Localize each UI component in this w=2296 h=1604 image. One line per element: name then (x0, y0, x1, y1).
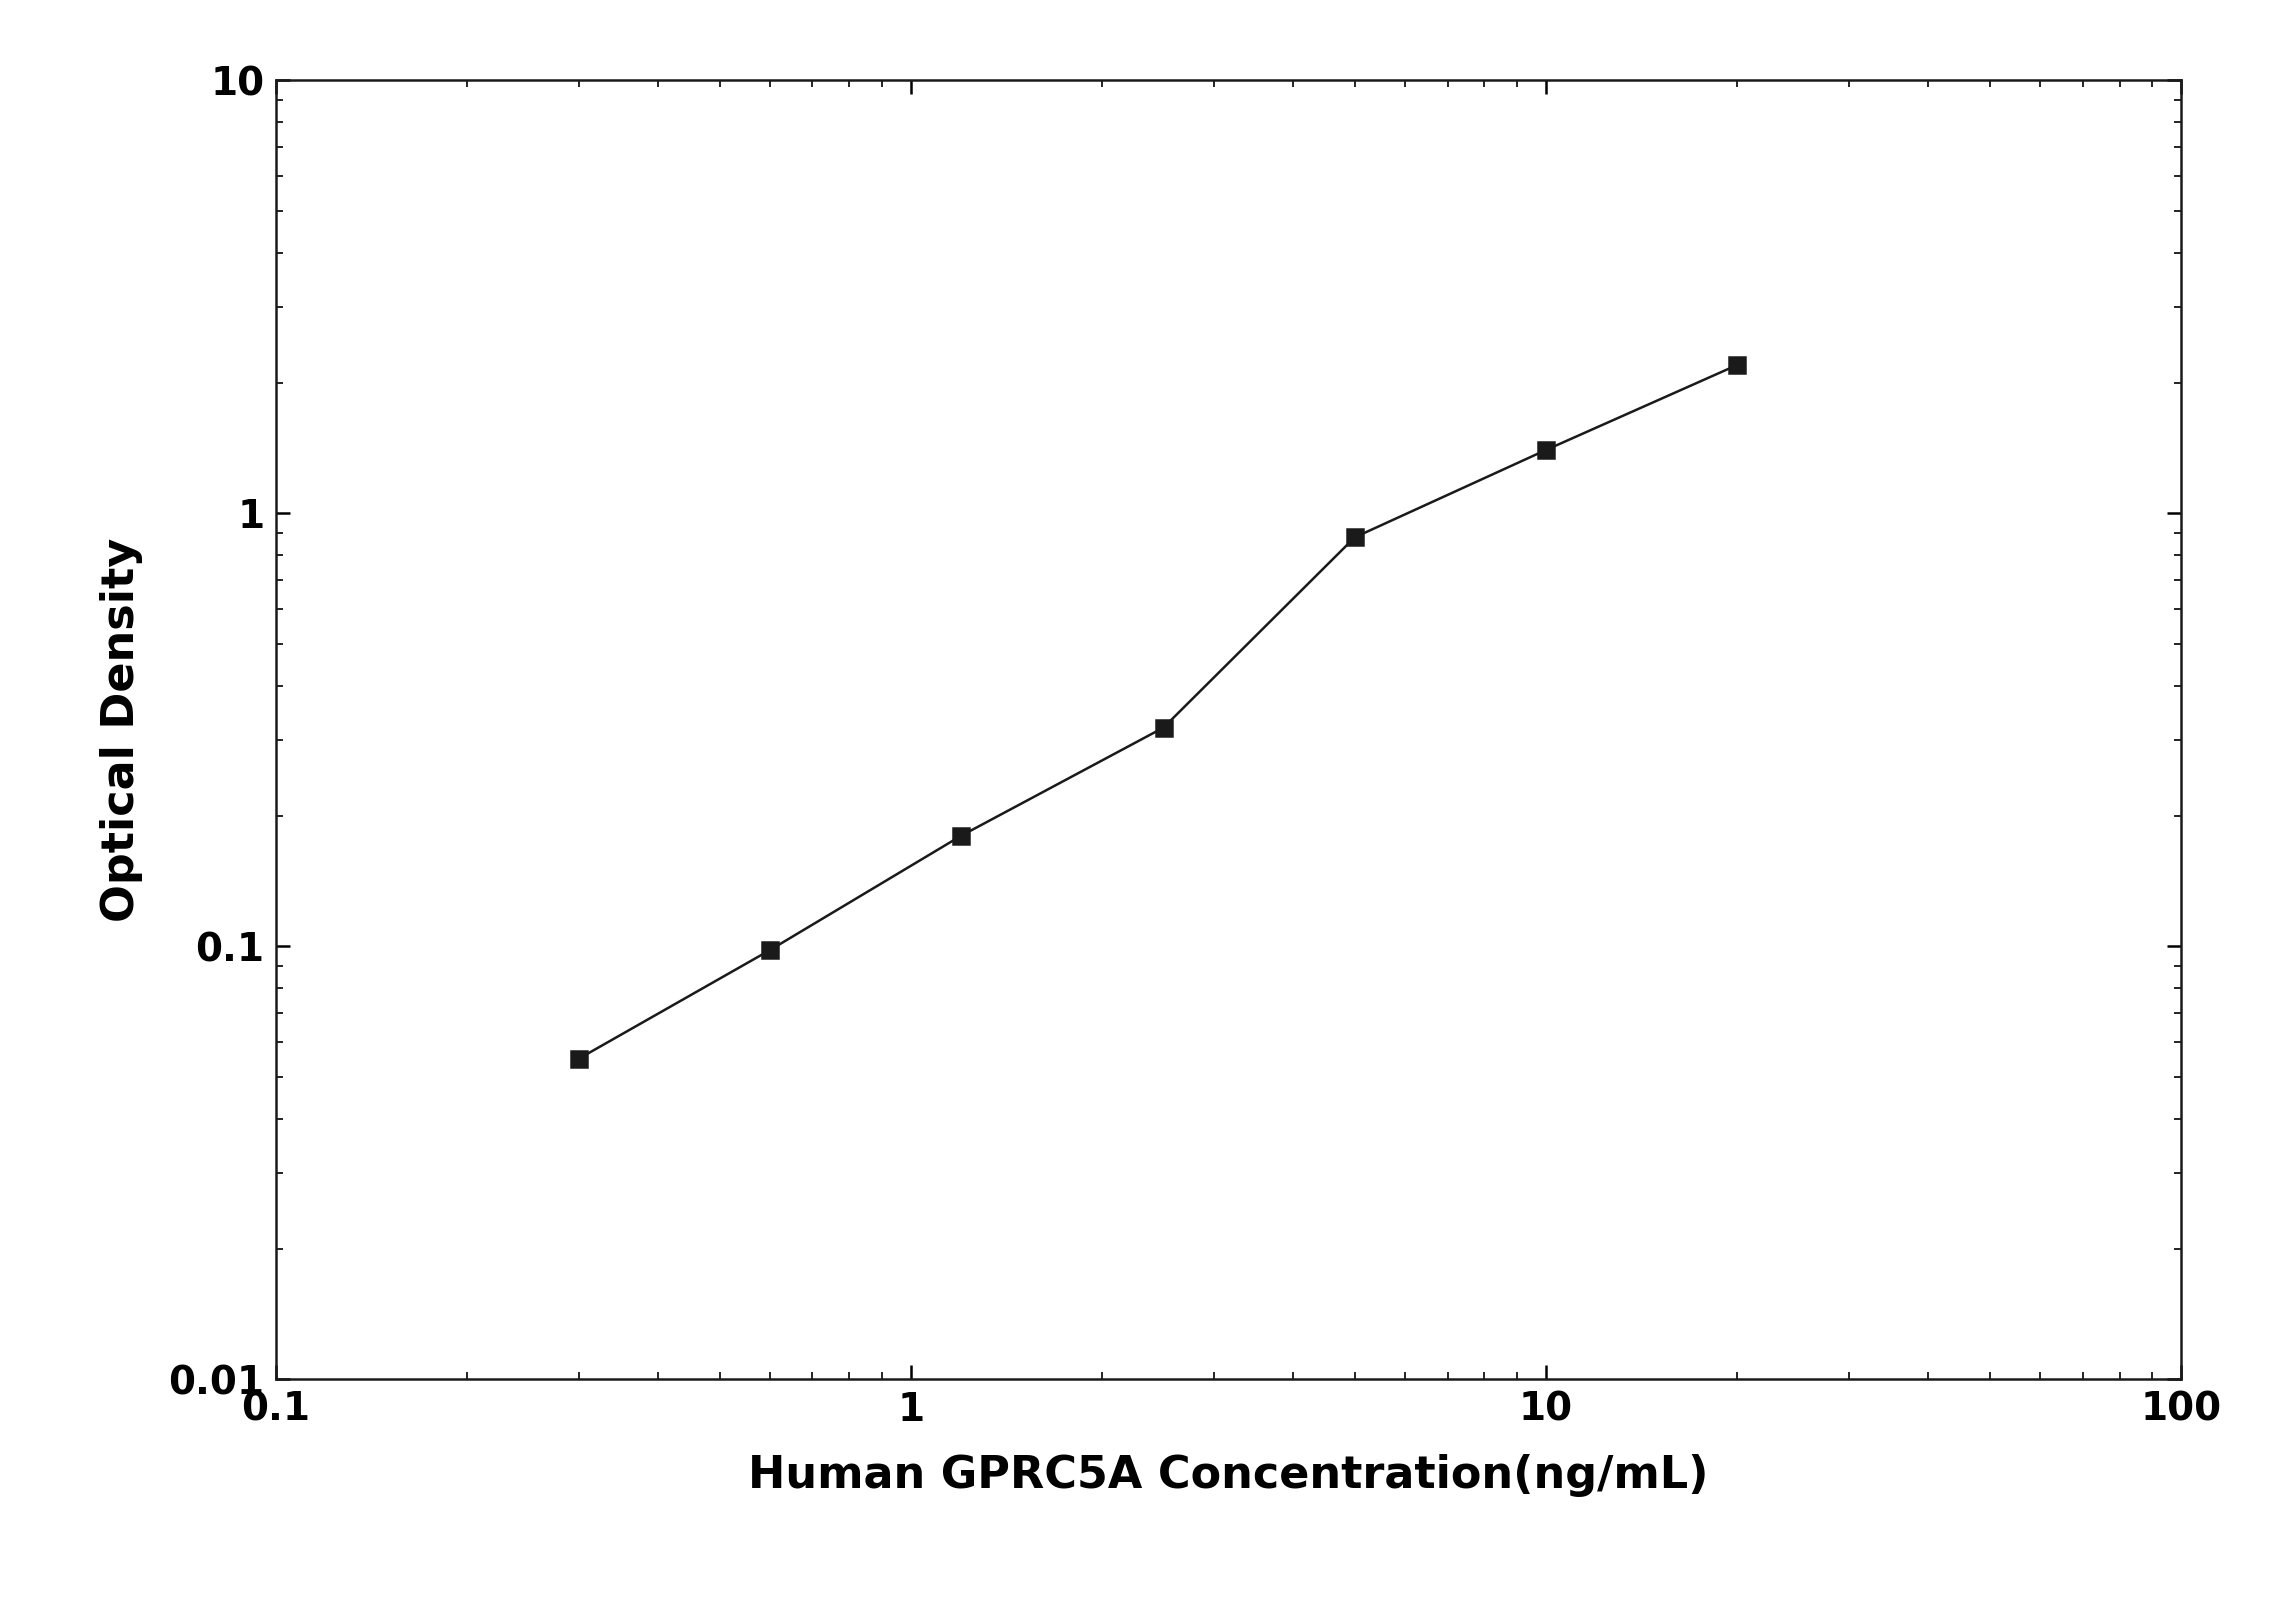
Y-axis label: Optical Density: Optical Density (101, 537, 142, 922)
X-axis label: Human GPRC5A Concentration(ng/mL): Human GPRC5A Concentration(ng/mL) (748, 1453, 1708, 1497)
